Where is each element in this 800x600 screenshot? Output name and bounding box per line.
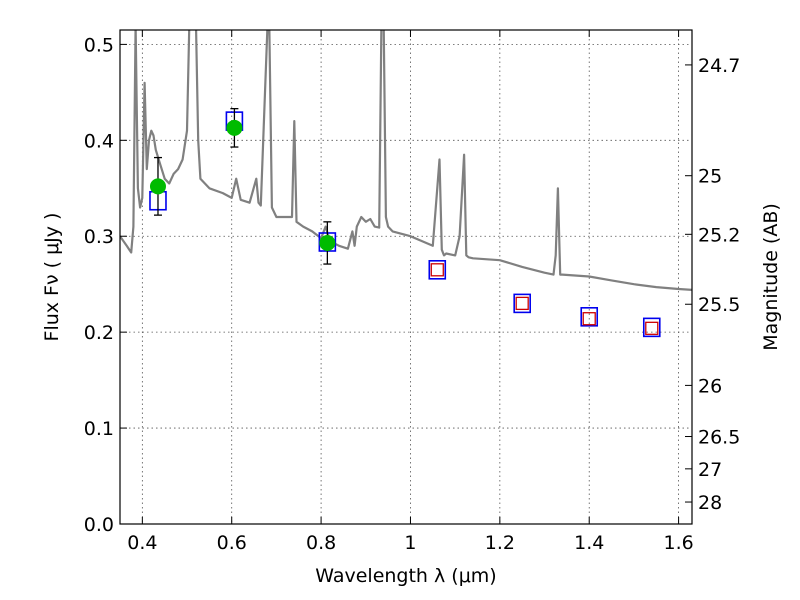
observed-point	[149, 178, 166, 195]
right-axis-tick-label: 25.2	[698, 224, 740, 246]
axis-ticks: 0.4 0.6 0.8 1 1.2 1.4 1.6 0.0 0.1 0.2 0.3 0.4 0.5 24.…	[84, 30, 740, 554]
model-photometry-box	[513, 293, 531, 314]
predicted-photometry-box	[582, 312, 596, 326]
y-tick-label: 0.1	[84, 418, 114, 440]
predicted-photometry-box	[515, 296, 529, 311]
observed-point	[226, 119, 243, 136]
plot-frame	[119, 29, 693, 525]
predicted-photometry-box	[645, 321, 659, 335]
right-axis-tick-label: 28	[698, 492, 722, 514]
right-axis-tick-label: 25.5	[698, 294, 740, 316]
y-tick-label: 0.5	[84, 34, 114, 56]
y-tick-label: 0.3	[84, 226, 114, 248]
x-tick-label: 1.6	[663, 532, 693, 554]
right-axis-tick-label: 27	[698, 459, 722, 481]
model-spectrum-line	[120, 30, 692, 291]
predicted-photometry-box	[430, 263, 444, 277]
x-tick-label: 0.4	[127, 532, 157, 554]
right-axis-tick-label: 25	[698, 166, 722, 188]
x-tick-label: 1	[404, 532, 416, 554]
y-tick-label: 0.4	[84, 130, 114, 152]
right-axis-tick-label: 26	[698, 375, 722, 397]
y-tick-label: 0.0	[84, 514, 114, 536]
y-axis-label: Flux Fν ( μJy )	[41, 213, 63, 342]
observed-point	[319, 234, 336, 251]
x-tick-label: 0.6	[217, 532, 247, 554]
right-axis-label: Magnitude (AB)	[760, 203, 782, 351]
right-axis-tick-label: 24.7	[698, 55, 740, 77]
plot-area	[120, 30, 692, 338]
x-tick-label: 1.2	[485, 532, 515, 554]
model-photometry-box	[642, 317, 661, 338]
right-axis-tick-label: 26.5	[698, 427, 740, 449]
model-photometry-box	[580, 307, 599, 327]
x-tick-label: 0.8	[306, 532, 336, 554]
x-axis-label: Wavelength λ (μm)	[315, 565, 496, 587]
x-tick-label: 1.4	[574, 532, 604, 554]
y-tick-label: 0.2	[84, 322, 114, 344]
model-photometry-box	[428, 260, 447, 280]
grid-lines	[120, 30, 692, 525]
